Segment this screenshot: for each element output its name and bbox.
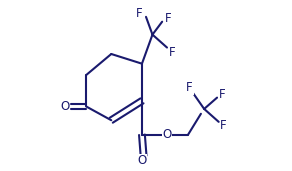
Text: O: O bbox=[61, 100, 70, 113]
Text: F: F bbox=[186, 81, 193, 94]
Text: F: F bbox=[165, 12, 172, 25]
Text: F: F bbox=[136, 7, 143, 20]
Text: F: F bbox=[219, 88, 225, 101]
Text: O: O bbox=[137, 154, 147, 167]
Text: F: F bbox=[220, 119, 227, 131]
Text: O: O bbox=[162, 128, 172, 141]
Text: F: F bbox=[168, 46, 175, 59]
